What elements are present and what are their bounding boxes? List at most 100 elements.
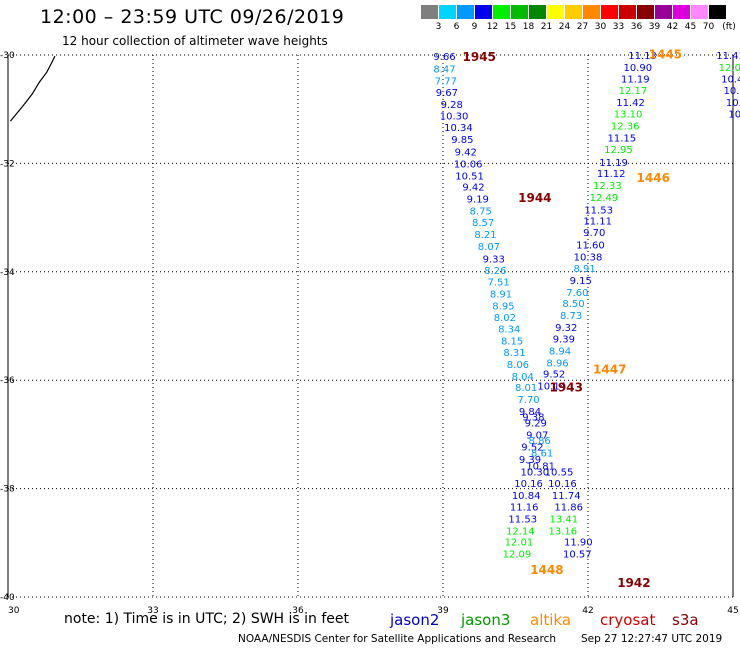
- swh-value-label: 10.84: [512, 491, 541, 502]
- data-points: 9.668.477.779.679.2810.3010.349.859.4210…: [433, 51, 740, 561]
- swh-value-label: 9.42: [455, 147, 477, 158]
- legend-level-label: 12: [486, 22, 499, 32]
- swh-value-label: 11.86: [554, 502, 583, 513]
- timestamp-text: Sep 27 12:27:47 UTC 2019: [581, 633, 723, 645]
- legend-level-label: 39: [648, 22, 661, 32]
- swh-value-label: 9.70: [583, 228, 605, 239]
- swh-value-label: 8.47: [433, 65, 455, 76]
- swh-value-label: 12.17: [619, 86, 648, 97]
- swh-value-label: 11.53: [584, 205, 613, 216]
- x-tick-label: 30: [8, 606, 20, 616]
- x-tick-label: 42: [582, 606, 593, 616]
- pass-time-label: 1448: [530, 563, 563, 577]
- swh-value-label: 9.67: [436, 88, 458, 99]
- swh-value-label: 11.13: [628, 51, 657, 62]
- x-tick-label: 39: [437, 606, 449, 616]
- swh-value-label: 11.16: [510, 502, 539, 513]
- swh-value-label: 12.06: [719, 63, 740, 74]
- swh-value-label: 8.61: [531, 448, 553, 459]
- legend-level-label: 36: [630, 22, 643, 32]
- swh-value-label: 10.90: [623, 63, 652, 74]
- swh-value-label: 10.81: [526, 461, 555, 472]
- swh-value-label: 8.91: [573, 264, 595, 275]
- swh-value-label: 10.16: [514, 479, 543, 490]
- swh-value-label: 12.95: [604, 145, 633, 156]
- swh-value-label: 10.30: [440, 112, 469, 123]
- coastline: [9, 55, 56, 122]
- swh-value-label: 10.30: [521, 467, 550, 478]
- swh-value-label: 13.16: [549, 526, 578, 537]
- pass-time-label: 1446: [637, 171, 670, 185]
- y-tick-label: -32: [0, 159, 15, 169]
- legend-swatch: [691, 5, 708, 19]
- pass-time-label: 1942: [617, 576, 650, 590]
- swh-value-label: 8.73: [560, 311, 582, 322]
- swh-value-label: 11.19: [599, 158, 628, 169]
- legend-level-label: 9: [471, 22, 478, 32]
- legend-level-label: 70: [702, 22, 715, 32]
- swh-value-label: 11.74: [552, 491, 581, 502]
- pass-time-label: 1447: [593, 362, 626, 376]
- swh-value-label: 8.15: [501, 337, 523, 348]
- legend-swatch: [529, 5, 546, 19]
- legend-swatch: [511, 5, 528, 19]
- chart-subtitle: 12 hour collection of altimeter wave hei…: [62, 34, 328, 48]
- swh-value-label: 10.50: [726, 98, 740, 109]
- pass-time-label: 1445: [649, 47, 682, 61]
- swh-value-label: 9.39: [553, 334, 575, 345]
- swh-value-label: 11.12: [597, 169, 626, 180]
- swh-value-label: 12.33: [593, 181, 622, 192]
- swh-value-label: 12.14: [506, 526, 535, 537]
- swh-value-label: 9.15: [570, 276, 592, 287]
- legend-level-label: 24: [558, 22, 571, 32]
- swh-value-label: 11.19: [621, 74, 650, 85]
- legend-swatch: [457, 5, 474, 19]
- coastline-path: [9, 55, 56, 122]
- legend-level-label: 6: [453, 22, 460, 32]
- swh-value-label: 8.50: [562, 299, 584, 310]
- legend-swatch: [673, 5, 690, 19]
- swh-value-label: 13.41: [550, 514, 579, 525]
- legend-unit-label: (ft): [722, 22, 736, 32]
- swh-value-label: 11.42: [616, 98, 645, 109]
- satellite-legend-jason3: jason3: [461, 611, 511, 629]
- y-tick-label: -38: [0, 485, 15, 495]
- swh-value-label: 10.57: [563, 550, 592, 561]
- swh-value-label: 8.96: [546, 358, 568, 369]
- legend-swatch: [637, 5, 654, 19]
- swh-value-label: 8.95: [492, 301, 514, 312]
- units-note: note: 1) Time is in UTC; 2) SWH is in fe…: [64, 611, 350, 627]
- swh-value-label: 8.94: [549, 346, 571, 357]
- satellite-legend-s3a: s3a: [672, 611, 699, 629]
- swh-value-label: 12.49: [590, 193, 619, 204]
- legend-swatch: [619, 5, 636, 19]
- swh-value-label: 8.04: [512, 372, 534, 383]
- swh-value-label: 9.52: [521, 442, 543, 453]
- swh-value-label: 10.55: [545, 467, 574, 478]
- chart-title: 12:00 – 23:59 UTC 09/26/2019: [40, 6, 345, 28]
- swh-value-label: 9.38: [522, 413, 544, 424]
- swh-value-label: 10.14: [537, 382, 566, 393]
- swh-value-label: 8.75: [470, 207, 492, 218]
- y-tick-label: -36: [0, 376, 15, 386]
- swh-value-label: 9.29: [525, 418, 547, 429]
- legend-swatch: [565, 5, 582, 19]
- y-tick-label: -34: [0, 268, 15, 278]
- swh-value-label: 8.86: [529, 436, 551, 447]
- x-tick-label: 33: [147, 606, 158, 616]
- swh-value-label: 9.28: [441, 100, 463, 111]
- swh-value-label: 9.85: [451, 135, 473, 146]
- y-tick-label: -40: [0, 593, 15, 603]
- pass-time-label: 1945: [463, 50, 496, 64]
- legend-swatch: [475, 5, 492, 19]
- swh-value-label: 7.51: [487, 278, 509, 289]
- swh-value-label: 10.06: [454, 159, 483, 170]
- swh-value-label: 10.49: [721, 74, 740, 85]
- swh-value-label: 8.34: [498, 325, 520, 336]
- time-labels: 1945 1944 1943 1942 1445 1446 1447 1448: [463, 47, 682, 589]
- legend-level-label: 21: [540, 22, 553, 32]
- swh-value-label: 12.01: [505, 538, 534, 549]
- swh-value-label: 8.07: [478, 242, 500, 253]
- swh-value-label: 10.10: [728, 110, 740, 121]
